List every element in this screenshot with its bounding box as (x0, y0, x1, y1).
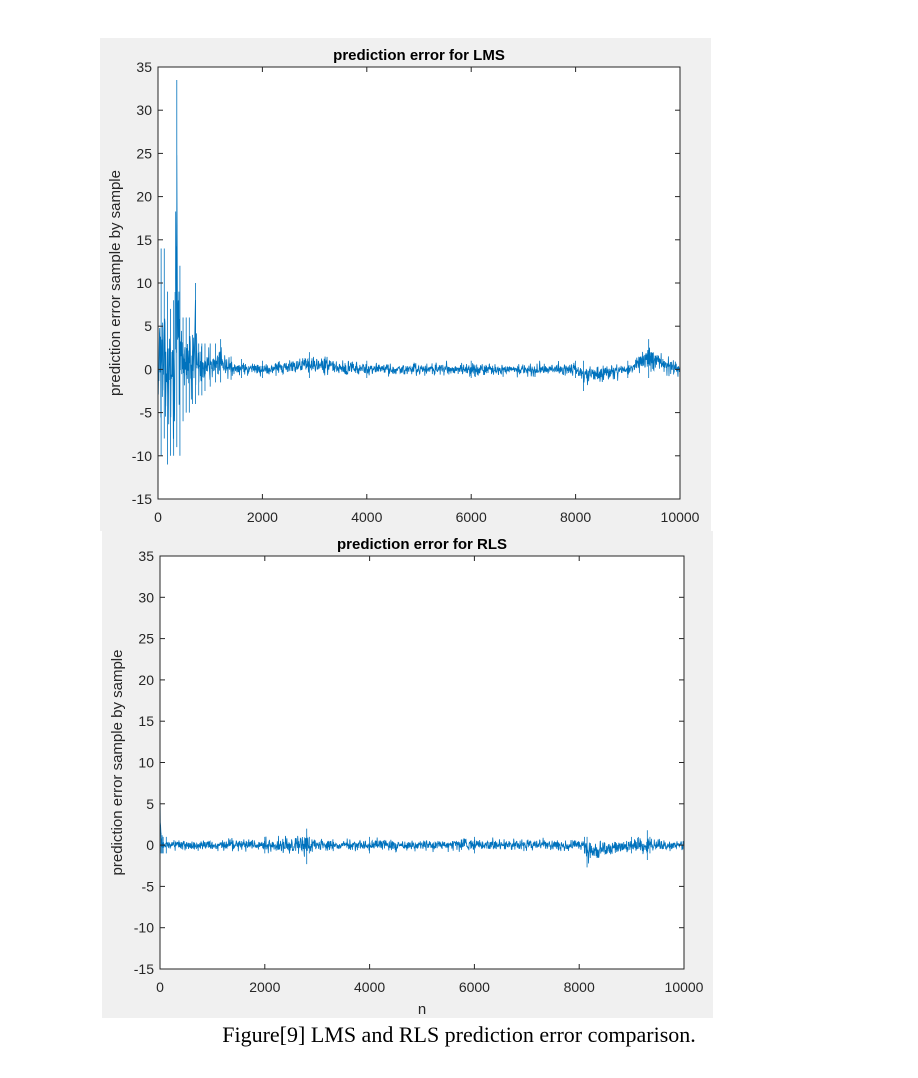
rls-x-tick-label: 4000 (354, 979, 385, 995)
rls-chart: 0 2000 4000 6000 8000 10000 -15 -10 -5 0 5 10 15 20 25… (102, 531, 713, 1018)
lms-y-tick-label: -5 (140, 405, 153, 421)
lms-y-tick-label: 15 (136, 232, 152, 248)
lms-y-tick-label: 35 (136, 59, 152, 75)
rls-y-tick-label: 25 (138, 631, 154, 647)
lms-y-tick-label: 0 (144, 361, 152, 377)
rls-chart-title: prediction error for RLS (337, 536, 507, 553)
lms-chart-title: prediction error for LMS (333, 47, 505, 64)
rls-y-tick-label: 35 (138, 548, 154, 564)
rls-y-tick-label: 10 (138, 755, 154, 771)
rls-y-tick-label: -15 (134, 961, 154, 977)
rls-y-tick-label: -5 (142, 878, 155, 894)
rls-x-tick-label: 8000 (564, 979, 595, 995)
rls-y-tick-label: 5 (146, 796, 154, 812)
rls-y-tick-label: 30 (138, 589, 154, 605)
lms-chart-panel: 0 2000 4000 6000 8000 10000 -15 -10 -5 0 5 10 15 20 25… (100, 38, 711, 531)
rls-x-tick-label: 10000 (665, 979, 704, 995)
lms-chart: 0 2000 4000 6000 8000 10000 -15 -10 -5 0 5 10 15 20 25… (100, 38, 711, 531)
rls-y-tick-label: -10 (134, 920, 154, 936)
rls-x-tick-label: 2000 (249, 979, 280, 995)
rls-x-axis-label: n (418, 1001, 426, 1018)
lms-x-tick-label: 0 (154, 509, 162, 525)
lms-y-tick-label: -10 (132, 448, 152, 464)
lms-y-tick-label: 5 (144, 318, 152, 334)
rls-x-tick-label: 6000 (459, 979, 490, 995)
rls-plot-area (160, 556, 684, 969)
lms-plot-area (158, 67, 680, 499)
lms-x-tick-label: 8000 (560, 509, 591, 525)
lms-y-tick-label: 30 (136, 102, 152, 118)
rls-y-tick-label: 0 (146, 837, 154, 853)
rls-y-axis-label: prediction error sample by sample (109, 650, 126, 876)
lms-y-tick-label: 25 (136, 145, 152, 161)
lms-y-tick-label: -15 (132, 491, 152, 507)
lms-x-tick-label: 10000 (661, 509, 700, 525)
lms-x-tick-label: 2000 (247, 509, 278, 525)
rls-chart-panel: 0 2000 4000 6000 8000 10000 -15 -10 -5 0 5 10 15 20 25… (102, 531, 713, 1018)
lms-y-tick-label: 20 (136, 189, 152, 205)
figure-caption: Figure[9] LMS and RLS prediction error c… (0, 1022, 918, 1048)
lms-y-tick-label: 10 (136, 275, 152, 291)
lms-x-tick-label: 6000 (456, 509, 487, 525)
lms-x-tick-label: 4000 (351, 509, 382, 525)
lms-y-axis-label: prediction error sample by sample (107, 170, 124, 396)
rls-x-tick-label: 0 (156, 979, 164, 995)
rls-y-tick-label: 20 (138, 672, 154, 688)
rls-y-tick-label: 15 (138, 713, 154, 729)
